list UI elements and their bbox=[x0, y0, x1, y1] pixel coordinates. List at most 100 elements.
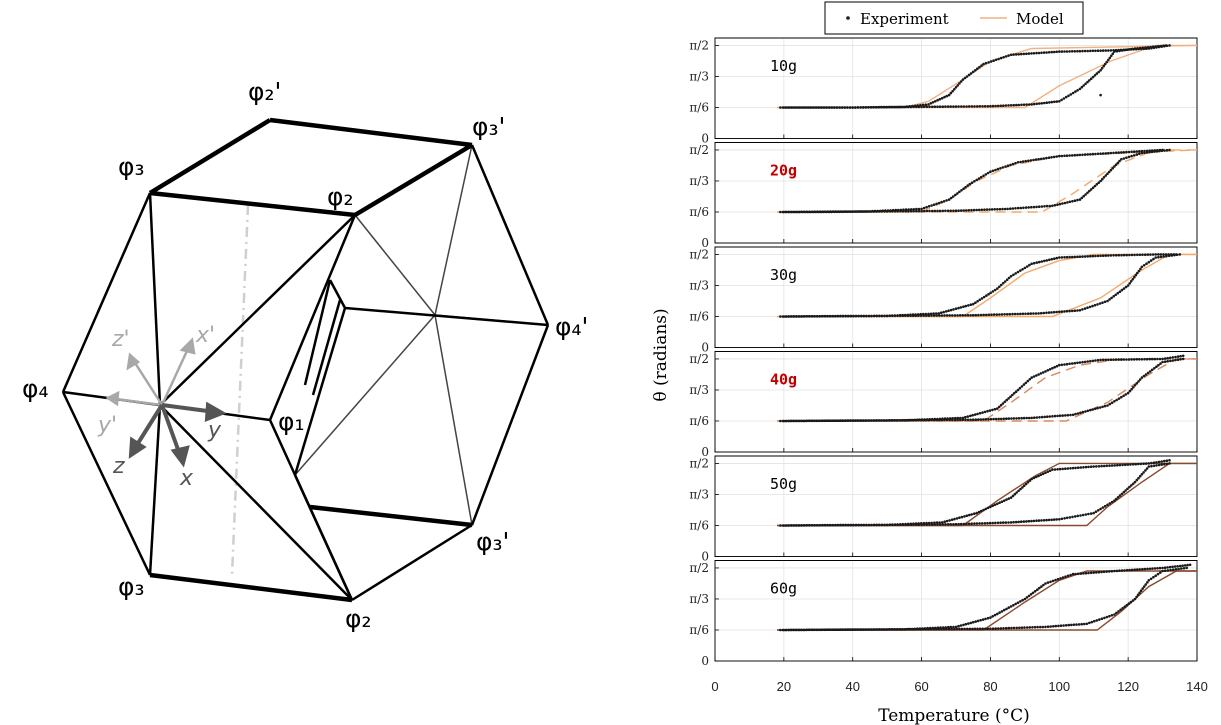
experiment-point bbox=[967, 209, 971, 212]
experiment-point bbox=[1164, 44, 1168, 47]
experiment-point bbox=[1058, 467, 1062, 471]
experiment-point bbox=[1089, 408, 1092, 412]
y-axis-title: θ (radians) bbox=[651, 308, 671, 401]
experiment-point bbox=[1154, 45, 1157, 48]
experiment-point bbox=[854, 523, 858, 527]
experiment-point bbox=[1003, 313, 1006, 316]
experiment-point bbox=[1077, 623, 1081, 626]
experiment-point bbox=[1180, 567, 1183, 570]
experiment-point bbox=[1019, 600, 1022, 603]
experiment-point bbox=[822, 210, 825, 214]
experiment-point bbox=[1055, 100, 1059, 103]
axis-label-x: x bbox=[179, 466, 194, 491]
experiment-point bbox=[1096, 49, 1100, 52]
experiment-point bbox=[943, 314, 946, 317]
experiment-point bbox=[1035, 51, 1038, 55]
experiment-point bbox=[984, 61, 988, 65]
experiment-point bbox=[1019, 52, 1023, 56]
x-tick-label: 80 bbox=[983, 679, 997, 694]
experiment-point bbox=[779, 315, 782, 318]
experiment-point bbox=[1049, 580, 1052, 584]
experiment-point bbox=[834, 419, 837, 423]
experiment-point bbox=[991, 615, 994, 618]
experiment-point bbox=[1105, 615, 1109, 619]
experiment-point bbox=[1169, 359, 1172, 363]
experiment-point bbox=[1040, 51, 1043, 55]
experiment-point bbox=[1076, 466, 1080, 470]
experiment-point bbox=[1028, 378, 1032, 381]
experiment-point bbox=[1009, 207, 1012, 210]
experiment-point bbox=[927, 418, 931, 422]
experiment-point bbox=[899, 523, 902, 526]
experiment-point bbox=[805, 628, 809, 632]
experiment-point bbox=[1014, 390, 1018, 394]
experiment-point bbox=[1088, 305, 1092, 309]
experiment-point bbox=[1121, 463, 1124, 467]
experiment-point bbox=[1073, 199, 1077, 202]
experiment-point bbox=[787, 628, 791, 632]
experiment-point bbox=[1044, 625, 1047, 629]
experiment-point bbox=[1145, 467, 1149, 470]
experiment-point bbox=[938, 105, 942, 108]
experiment-point bbox=[1054, 624, 1058, 628]
experiment-point bbox=[867, 523, 871, 527]
experiment-point bbox=[1111, 52, 1115, 55]
experiment-point bbox=[1163, 566, 1167, 569]
experiment-point bbox=[854, 210, 857, 213]
experiment-point bbox=[1080, 622, 1083, 626]
experiment-point bbox=[936, 105, 939, 108]
experiment-point bbox=[878, 419, 881, 422]
experiment-point bbox=[1032, 476, 1036, 480]
experiment-point bbox=[922, 314, 925, 317]
experiment-point bbox=[970, 105, 974, 108]
experiment-point bbox=[973, 522, 976, 525]
experiment-point bbox=[785, 315, 788, 318]
experiment-point bbox=[1159, 255, 1163, 259]
experiment-point bbox=[790, 210, 794, 214]
experiment-point bbox=[1081, 308, 1084, 311]
experiment-point bbox=[1094, 359, 1097, 362]
experiment-point bbox=[985, 208, 989, 211]
experiment-point bbox=[1161, 569, 1164, 573]
experiment-point bbox=[1007, 397, 1010, 400]
experiment-point bbox=[951, 195, 955, 198]
experiment-point bbox=[844, 523, 848, 527]
experiment-point bbox=[1128, 568, 1131, 572]
experiment-point bbox=[893, 314, 897, 318]
experiment-point bbox=[860, 314, 863, 318]
experiment-point bbox=[1011, 494, 1015, 498]
experiment-point bbox=[872, 419, 876, 422]
experiment-point bbox=[1131, 599, 1135, 602]
experiment-point bbox=[1166, 569, 1170, 572]
experiment-point bbox=[1113, 499, 1116, 503]
experiment-point bbox=[925, 205, 928, 209]
experiment-point bbox=[1052, 155, 1056, 159]
experiment-point bbox=[956, 314, 959, 317]
experiment-point bbox=[856, 210, 860, 213]
experiment-point bbox=[1080, 196, 1084, 200]
experiment-point bbox=[1155, 461, 1158, 464]
experiment-point bbox=[1068, 50, 1071, 53]
experiment-point bbox=[1099, 358, 1102, 362]
experiment-point bbox=[1004, 104, 1008, 107]
experiment-point bbox=[1109, 49, 1113, 52]
experiment-point bbox=[1025, 626, 1029, 629]
experiment-point bbox=[1003, 207, 1007, 211]
experiment-point bbox=[1057, 624, 1060, 628]
experiment-point bbox=[1162, 253, 1165, 256]
experiment-point bbox=[949, 523, 952, 526]
y-tick-label: π/6 bbox=[689, 414, 709, 428]
experiment-point bbox=[1096, 358, 1100, 362]
experiment-point bbox=[928, 105, 931, 109]
experiment-point bbox=[999, 56, 1003, 60]
experiment-point bbox=[1118, 463, 1122, 467]
experiment-point bbox=[1070, 623, 1073, 627]
experiment-point bbox=[1039, 625, 1042, 629]
experiment-point bbox=[949, 91, 953, 95]
experiment-point bbox=[1102, 570, 1106, 574]
experiment-point bbox=[821, 419, 824, 423]
experiment-point bbox=[952, 105, 955, 108]
experiment-point bbox=[939, 311, 943, 315]
experiment-point bbox=[795, 628, 799, 632]
experiment-point bbox=[1115, 611, 1118, 615]
